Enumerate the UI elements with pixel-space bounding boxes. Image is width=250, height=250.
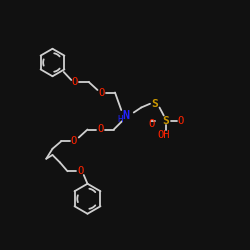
Text: O: O <box>177 116 183 126</box>
Text: OH: OH <box>158 130 170 140</box>
Text: O: O <box>71 136 77 146</box>
Text: S: S <box>162 116 169 126</box>
Text: H: H <box>118 116 123 124</box>
Text: S: S <box>151 99 158 109</box>
Text: O: O <box>98 88 104 98</box>
Text: O: O <box>77 166 83 176</box>
Text: N: N <box>123 109 130 122</box>
Text: O: O <box>97 124 103 134</box>
Text: O: O <box>148 119 154 129</box>
Text: O: O <box>72 77 78 87</box>
